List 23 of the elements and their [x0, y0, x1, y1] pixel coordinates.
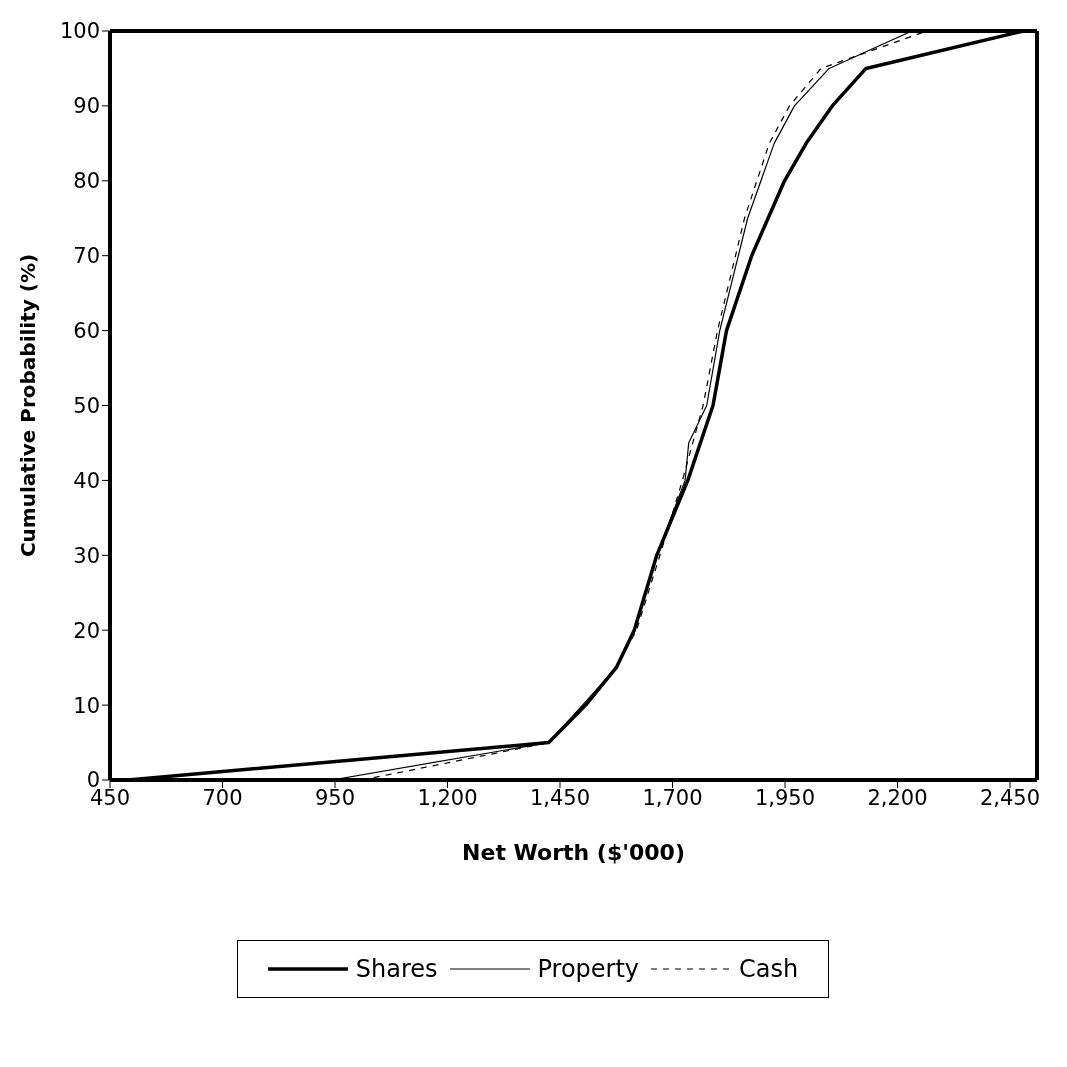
y-tick-label: 50	[73, 393, 100, 418]
legend-label: Cash	[739, 955, 799, 983]
y-tick-label: 100	[59, 19, 100, 44]
x-tick-label: 2,450	[979, 785, 1041, 810]
x-tick-label: 700	[202, 785, 243, 810]
y-tick-label: 70	[73, 244, 100, 269]
y-tick-label: 10	[73, 693, 100, 718]
x-tick-label: 1,950	[754, 785, 816, 810]
y-tick-label: 40	[73, 468, 100, 493]
x-tick-label: 2,200	[867, 785, 928, 810]
x-tick-label: 1,450	[529, 785, 591, 810]
y-tick-label: 20	[73, 618, 100, 643]
x-tick-label: 1,700	[642, 785, 703, 810]
legend-label: Shares	[355, 955, 438, 983]
y-tick-label: 80	[73, 169, 100, 194]
y-tick-label: 30	[73, 543, 100, 568]
x-tick-label: 1,200	[417, 785, 478, 810]
y-tick-label: 60	[73, 319, 100, 344]
y-tick-label: 90	[73, 94, 100, 119]
x-axis-title: Net Worth ($'000)	[462, 840, 685, 865]
legend-label: Property	[537, 955, 640, 983]
x-tick-label: 950	[314, 785, 356, 810]
y-axis-title: Cumulative Probability (%)	[16, 253, 41, 558]
